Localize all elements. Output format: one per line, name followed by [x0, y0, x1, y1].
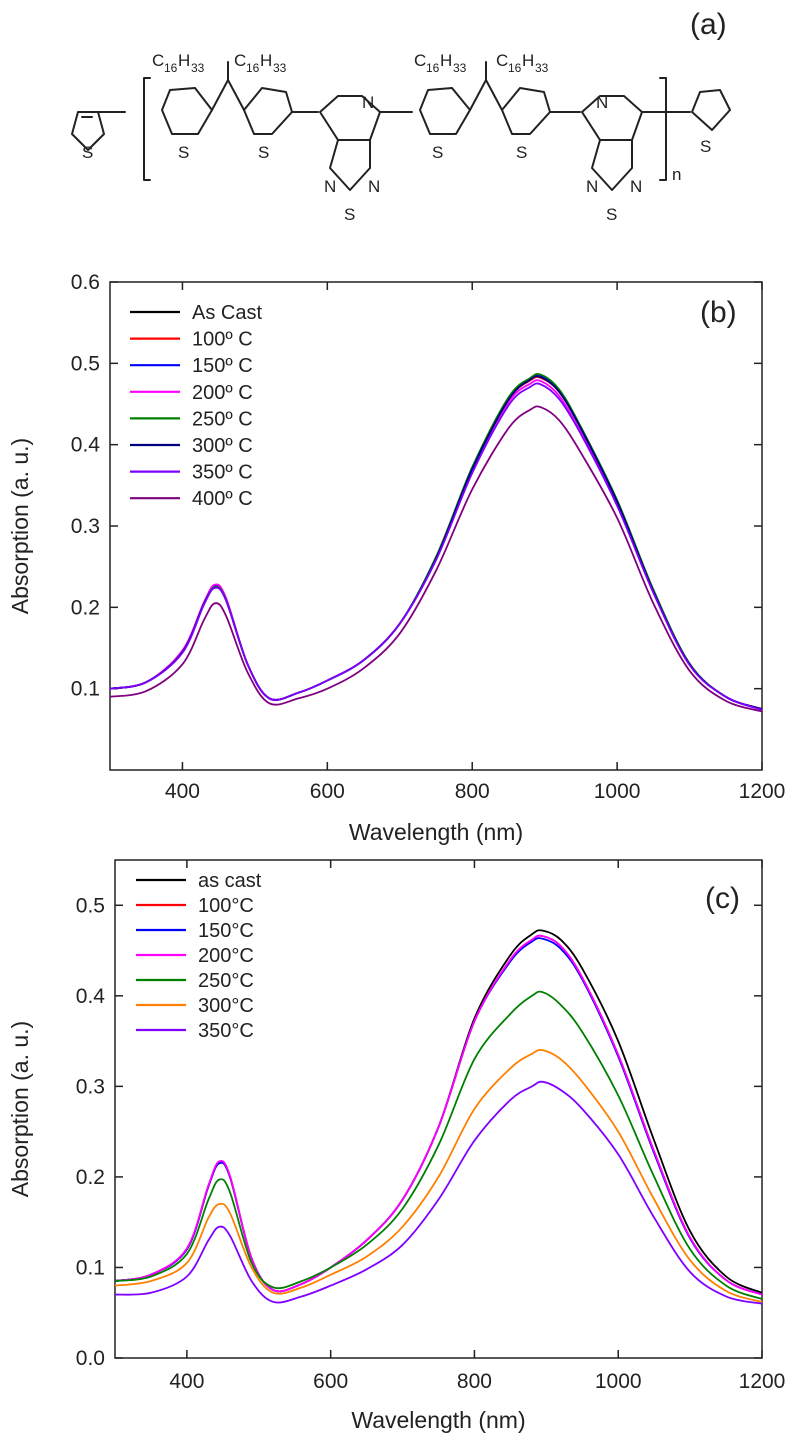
- substituent-label-4: C 16 H 33: [496, 51, 549, 75]
- y-tick-label-b: 0.5: [71, 352, 100, 375]
- series-line-c-5: [114, 1048, 763, 1303]
- svg-text:H: H: [178, 51, 190, 70]
- legend-label-c-1: 100°C: [198, 895, 254, 917]
- y-tick-label-b: 0.1: [71, 678, 100, 701]
- legend-label-b-1: 100º C: [192, 329, 253, 351]
- x-tick-label-b: 600: [310, 780, 345, 803]
- atom-s: S: [344, 205, 355, 224]
- legend-label-b-4: 250º C: [192, 408, 253, 430]
- substituent-label-3: C 16 H 33: [414, 51, 467, 75]
- atom-s: S: [516, 143, 527, 162]
- x-tick-label-b: 800: [455, 780, 490, 803]
- x-tick-label-c: 800: [457, 1370, 492, 1393]
- y-tick-label-c: 0.1: [76, 1256, 105, 1279]
- y-tick-label-b: 0.2: [71, 596, 100, 619]
- legend-label-b-2: 150º C: [192, 355, 253, 377]
- series-line-c-3: [114, 934, 763, 1296]
- svg-text:H: H: [260, 51, 272, 70]
- x-tick-label-c: 1000: [595, 1370, 642, 1393]
- legend-label-c-3: 200°C: [198, 945, 254, 967]
- svg-text:16: 16: [508, 61, 522, 75]
- atom-s: S: [432, 143, 443, 162]
- y-tick-label-c: 0.0: [76, 1347, 105, 1370]
- legend-label-b-3: 200º C: [192, 382, 253, 404]
- svg-text:H: H: [522, 51, 534, 70]
- svg-text:16: 16: [164, 61, 178, 75]
- y-axis-label-b: Absorption (a. u.): [7, 438, 33, 614]
- x-tick-label-b: 1000: [594, 780, 641, 803]
- legend-label-c-5: 300°C: [198, 995, 254, 1017]
- panel-label-c: (c): [705, 882, 740, 915]
- legend-label-c-2: 150°C: [198, 920, 254, 942]
- svg-text:16: 16: [246, 61, 260, 75]
- series-line-b-6: [109, 382, 763, 711]
- y-tick-label-b: 0.4: [71, 434, 101, 457]
- series-line-c-4: [114, 990, 763, 1300]
- y-tick-label-c: 0.2: [76, 1166, 105, 1189]
- atom-n: N: [586, 177, 598, 196]
- legend-label-c-0: as cast: [198, 870, 262, 892]
- svg-text:33: 33: [273, 61, 287, 75]
- legend-label-b-5: 300º C: [192, 435, 253, 457]
- x-tick-label-b: 1200: [739, 780, 786, 803]
- x-tick-label-b: 400: [165, 780, 200, 803]
- y-tick-label-c: 0.5: [76, 894, 105, 917]
- substituent-label-1: C 16 H 33: [152, 51, 205, 75]
- y-axis-label-c: Absorption (a. u.): [7, 1021, 33, 1197]
- legend-label-c-4: 250°C: [198, 970, 254, 992]
- legend-label-b-0: As Cast: [192, 302, 262, 324]
- svg-text:33: 33: [535, 61, 549, 75]
- atom-s: S: [606, 205, 617, 224]
- plot-frame-c: [114, 859, 763, 1359]
- series-line-c-6: [114, 1080, 763, 1305]
- atom-n: N: [630, 177, 642, 196]
- x-axis-label-b: Wavelength (nm): [349, 819, 523, 845]
- atom-n: N: [324, 177, 336, 196]
- atom-n: N: [368, 177, 380, 196]
- svg-text:16: 16: [426, 61, 440, 75]
- y-tick-label-c: 0.3: [76, 1075, 105, 1098]
- svg-text:C: C: [414, 51, 426, 70]
- svg-text:33: 33: [191, 61, 205, 75]
- absorption-chart-c: 400 600 800 1000 1200 0.0 0.1 0.2 0.3 0.4 0.5 Wavel…: [7, 859, 786, 1433]
- absorption-chart-b: 400 600 800 1000 1200 0.1 0.2 0.3 0.4 0.5 0.6 Wavel…: [7, 271, 785, 845]
- x-tick-label-c: 400: [169, 1370, 204, 1393]
- atom-s: S: [700, 137, 711, 156]
- y-tick-label-b: 0.3: [71, 515, 100, 538]
- atom-s: S: [178, 143, 189, 162]
- atom-n: N: [596, 93, 608, 112]
- substituent-label-2: C 16 H 33: [234, 51, 287, 75]
- legend-label-b-7: 400º C: [192, 488, 253, 510]
- panel-a-label: (a): [690, 8, 727, 41]
- atom-s: S: [258, 143, 269, 162]
- legend-label-b-6: 350º C: [192, 462, 253, 484]
- repeat-n: n: [672, 165, 681, 184]
- svg-text:H: H: [440, 51, 452, 70]
- svg-text:C: C: [496, 51, 508, 70]
- panel-label-b: (b): [700, 296, 737, 329]
- legend-label-c-6: 350°C: [198, 1020, 254, 1042]
- atom-s: S: [82, 143, 93, 162]
- y-tick-label-c: 0.4: [76, 985, 106, 1008]
- x-axis-label-c: Wavelength (nm): [351, 1407, 525, 1433]
- svg-text:33: 33: [453, 61, 467, 75]
- svg-text:C: C: [234, 51, 246, 70]
- structure-labels: (a) C 16 H 33 C 16 H 33 C 16 H 33 C 16 H…: [82, 8, 727, 224]
- x-tick-label-c: 600: [313, 1370, 348, 1393]
- atom-n: N: [362, 93, 374, 112]
- y-tick-label-b: 0.6: [71, 271, 100, 294]
- x-tick-label-c: 1200: [739, 1370, 786, 1393]
- series-line-b-7: [109, 405, 763, 713]
- chemical-structure: [71, 61, 731, 191]
- svg-text:C: C: [152, 51, 164, 70]
